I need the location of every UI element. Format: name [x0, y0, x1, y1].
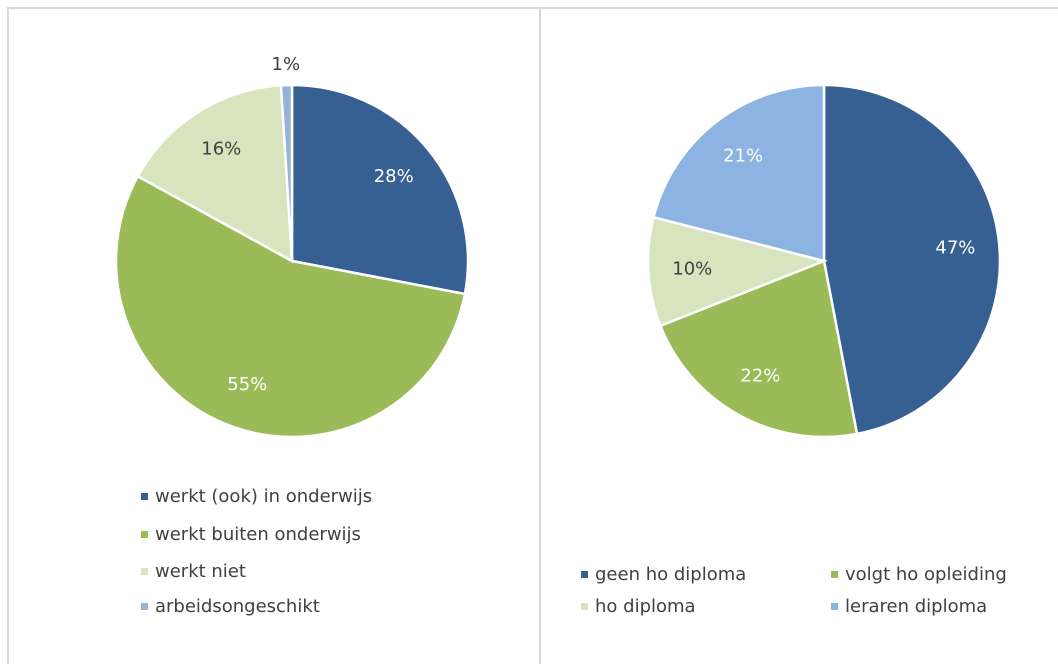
data-label: 16% [201, 139, 241, 160]
legend-marker [581, 571, 588, 578]
pie-slice [279, 83, 294, 262]
legend-marker [831, 571, 838, 578]
legend-label: geen ho diploma [595, 564, 746, 585]
pie-slice [646, 215, 829, 328]
data-label: 21% [723, 146, 763, 167]
legend-label: werkt (ook) in onderwijs [155, 486, 372, 507]
legend-marker [141, 531, 148, 538]
data-label: 22% [740, 366, 780, 387]
data-label: 55% [227, 374, 267, 395]
pie-slice [290, 83, 470, 296]
pie-slice [822, 83, 1002, 436]
legend-label: werkt niet [155, 561, 246, 582]
legend-label: ho diploma [595, 596, 696, 617]
legend-marker [141, 493, 148, 500]
data-label: 1% [272, 54, 301, 75]
pie-slice [652, 83, 826, 263]
legend-marker [581, 603, 588, 610]
pie-slice [136, 84, 294, 264]
legend-label: leraren diploma [845, 596, 987, 617]
legend-label: volgt ho opleiding [845, 564, 1007, 585]
data-label: 10% [672, 258, 712, 279]
data-label: 28% [374, 166, 414, 187]
legend-label: arbeidsongeschikt [155, 596, 320, 617]
pie-slice [658, 259, 859, 439]
panel [539, 7, 1058, 664]
data-label: 47% [935, 238, 975, 259]
legend-marker [141, 603, 148, 610]
pie-slice [114, 174, 467, 439]
legend-label: werkt buiten onderwijs [155, 524, 361, 545]
legend-marker [141, 568, 148, 575]
legend-marker [831, 603, 838, 610]
